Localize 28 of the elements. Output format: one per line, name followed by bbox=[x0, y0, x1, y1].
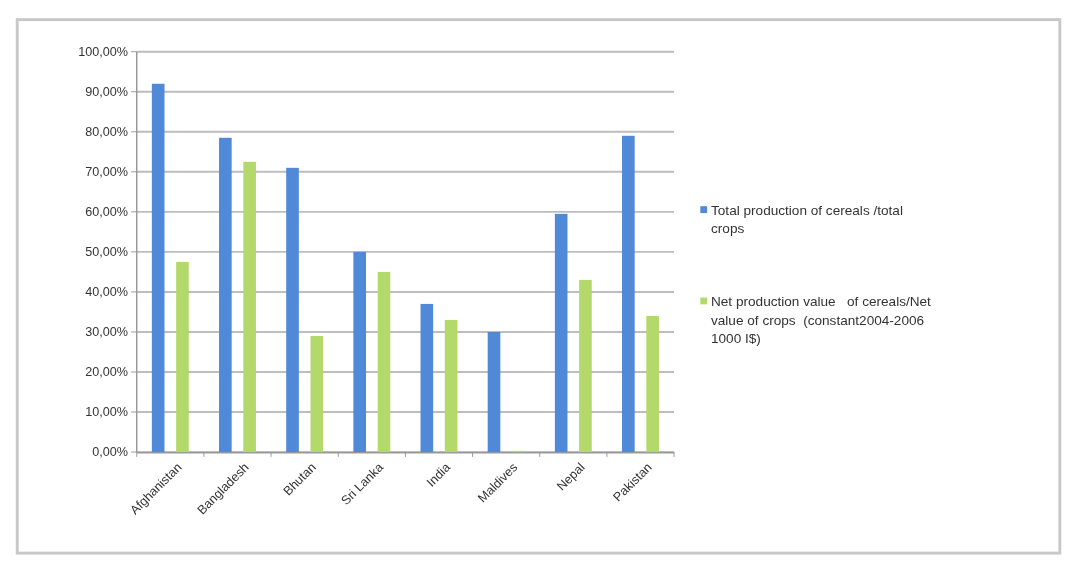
bar bbox=[310, 335, 324, 453]
y-tick-label: 90,00% bbox=[85, 85, 128, 100]
y-tick-label: 20,00% bbox=[85, 365, 128, 380]
y-tick-label: 80,00% bbox=[85, 125, 128, 140]
y-tick-label: 40,00% bbox=[85, 285, 128, 300]
y-tick-label: 50,00% bbox=[85, 245, 128, 260]
y-tick-label: 70,00% bbox=[85, 165, 128, 180]
bar bbox=[377, 271, 391, 453]
y-tick-label: 30,00% bbox=[85, 325, 128, 340]
bar bbox=[554, 213, 568, 453]
bar bbox=[420, 303, 434, 453]
y-tick-label: 0,00% bbox=[92, 445, 128, 460]
bar bbox=[219, 137, 232, 453]
bar bbox=[353, 251, 366, 453]
bar bbox=[646, 315, 659, 453]
bar bbox=[151, 83, 165, 453]
legend-label: Total production of cereals /total crops bbox=[711, 202, 903, 237]
bar bbox=[176, 261, 189, 453]
bar bbox=[579, 279, 592, 453]
y-tick-label: 10,00% bbox=[85, 405, 128, 420]
y-tick-label: 100,00% bbox=[78, 45, 128, 60]
bar bbox=[243, 161, 256, 453]
legend-label: Net production value of cereals/Net value of crops (constant2004-2006 1000 I$) bbox=[711, 294, 932, 347]
bar bbox=[622, 135, 635, 453]
bar bbox=[487, 331, 501, 453]
y-tick-label: 60,00% bbox=[85, 205, 128, 220]
bar bbox=[444, 319, 458, 453]
bar bbox=[286, 167, 299, 453]
